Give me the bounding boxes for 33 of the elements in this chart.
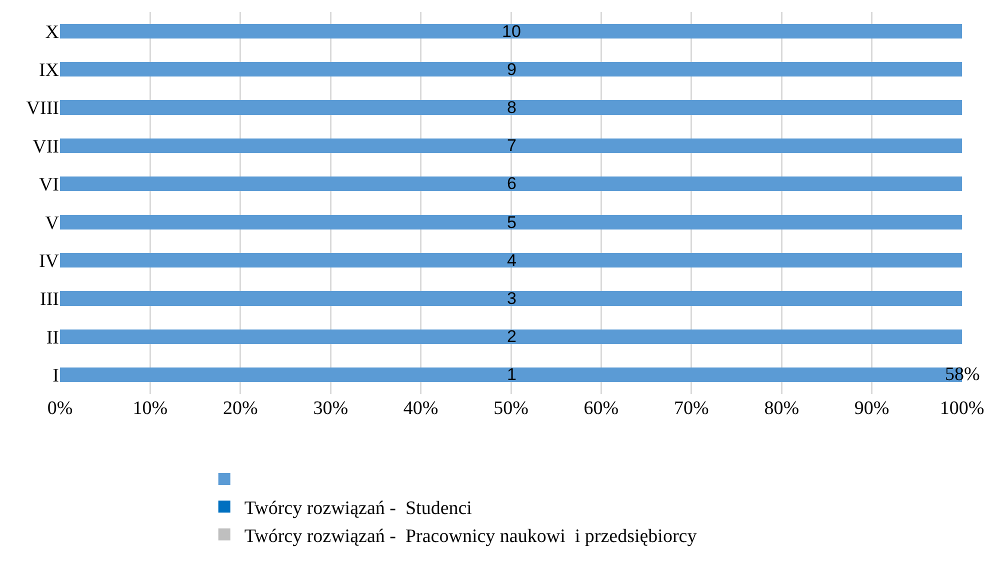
y-tick-label: X	[45, 22, 60, 43]
y-tick-label: VII	[32, 136, 59, 158]
annotation: 7	[507, 136, 516, 155]
x-tick-label: 80%	[764, 398, 800, 419]
annotation: 3	[507, 289, 516, 308]
x-tick-label: 50%	[494, 398, 529, 419]
y-tick-label: VI	[38, 174, 59, 196]
y-tick-label: V	[45, 212, 60, 234]
annotation: 2	[507, 327, 516, 346]
x-tick-label: 60%	[584, 398, 619, 419]
y-tick-label: VIII	[26, 98, 59, 120]
y-tick-label: II	[46, 327, 59, 348]
annotation: 8	[507, 98, 516, 117]
y-tick-label: I	[52, 366, 59, 387]
legend-label: Twórcy rozwiązań - Studenci	[244, 498, 472, 520]
annotation: 9	[507, 60, 516, 79]
y-tick-label: III	[40, 289, 59, 310]
x-tick-label: 40%	[403, 398, 438, 419]
y-tick-label: IX	[38, 60, 60, 81]
legend-label: Twórcy rozwiązań - Pracownicy naukowi i przedsiębiorcy	[244, 526, 698, 547]
annotation: 5	[507, 213, 516, 232]
y-tick-label: IV	[38, 250, 60, 272]
x-tick-label: 30%	[313, 398, 348, 419]
annotation: 6	[507, 174, 516, 193]
annotation: 4	[507, 251, 516, 270]
x-tick-label: 0%	[47, 398, 73, 419]
annotation: 1	[507, 365, 516, 384]
x-tick-label: 10%	[132, 398, 168, 419]
x-tick-label: 90%	[854, 398, 890, 419]
annotation: 10	[502, 22, 521, 41]
x-tick-label: 70%	[674, 398, 709, 419]
x-tick-label: 100%	[940, 398, 984, 419]
x-tick-label: 20%	[222, 398, 258, 419]
